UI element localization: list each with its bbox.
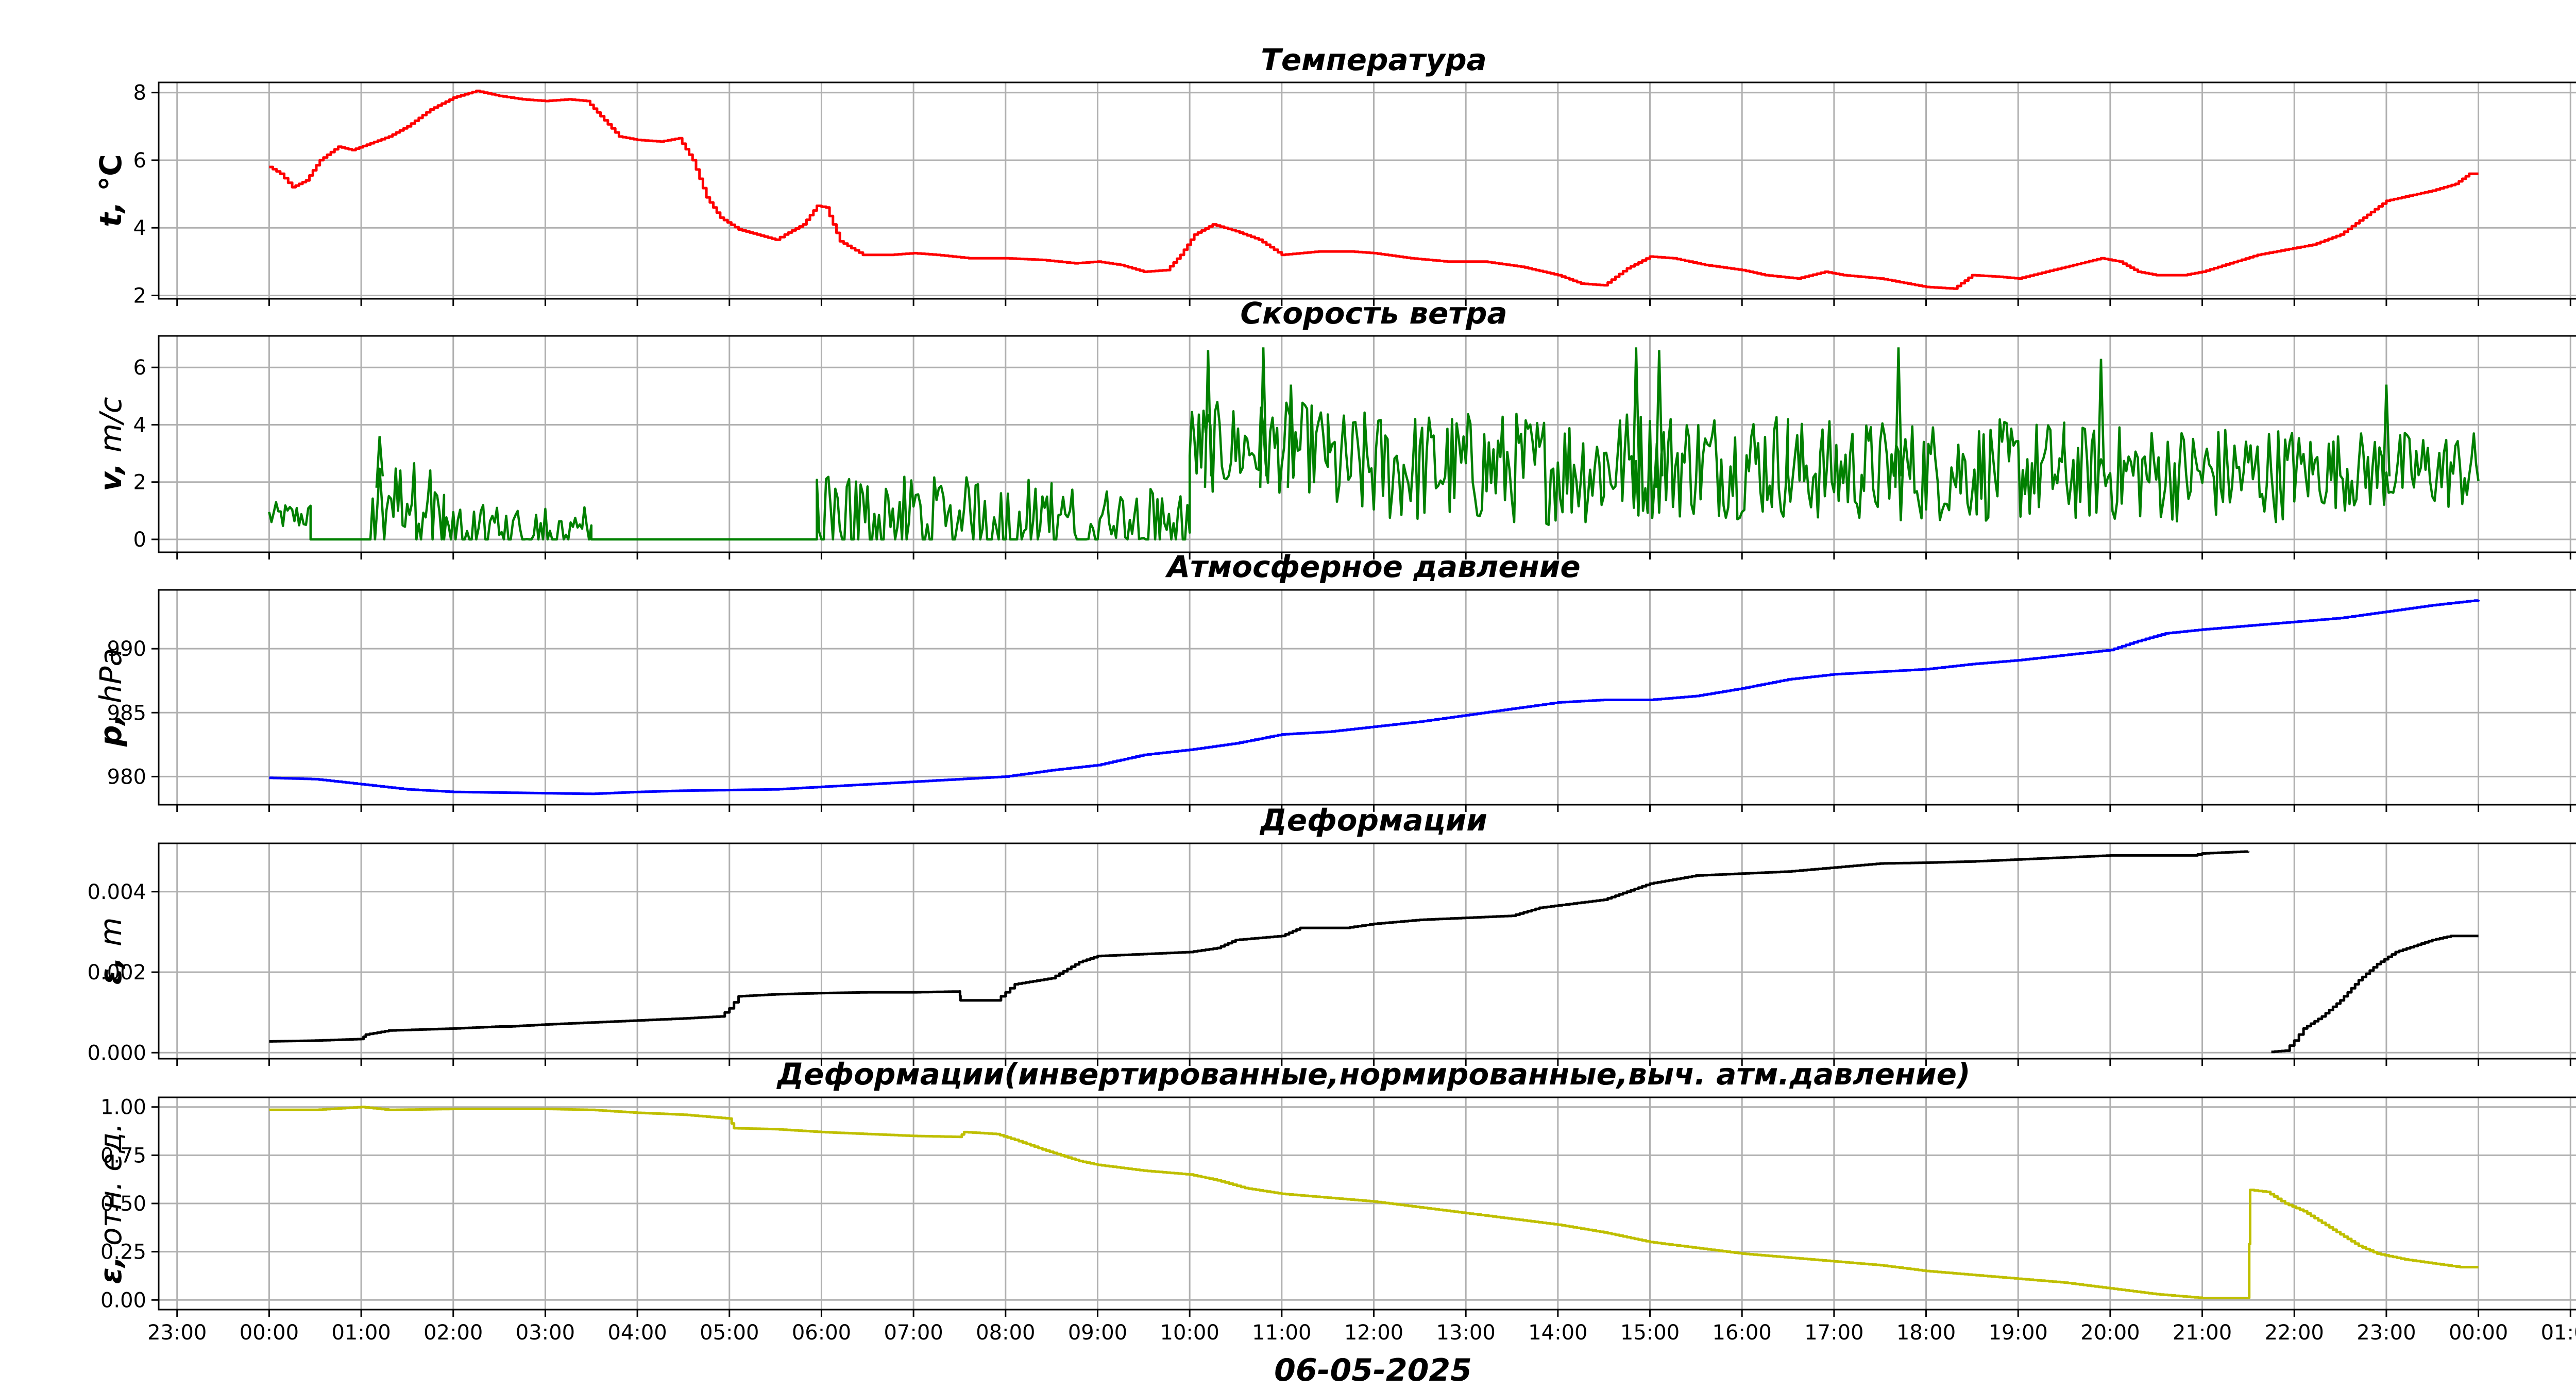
- y-tick-label: 990: [107, 637, 146, 661]
- y-tick-label: 0.50: [100, 1192, 146, 1216]
- x-tick-label: 05:00: [700, 1321, 759, 1345]
- series-line-segment-2: [2271, 935, 2479, 1054]
- x-tick-label: 22:00: [2265, 1321, 2324, 1345]
- x-tick-label: 16:00: [1713, 1321, 1772, 1345]
- x-tick-label: 11:00: [1252, 1321, 1311, 1345]
- plot-frame: [158, 81, 2576, 300]
- subplot-1: 2 4 6 8 Температура t, °C: [93, 42, 2576, 308]
- y-tick-label: 0.002: [87, 961, 146, 985]
- series-line-segment-2: [2248, 1189, 2479, 1299]
- subplot-title: Скорость ветра: [1240, 296, 1507, 331]
- subplots: 2 4 6 8 Температура t, °C 0 2 4 6 Скорость ветра v,…: [87, 42, 2576, 1345]
- wind-speed-spike: [1204, 350, 1213, 488]
- x-tick-label: 14:00: [1528, 1321, 1587, 1345]
- x-tick-label: 15:00: [1620, 1321, 1680, 1345]
- subplot-title: Температура: [1261, 42, 1486, 77]
- subplot-5: 23:00 00:00 01:00 02:00 03:00 04:00 05:00 06:00…: [93, 1057, 2576, 1345]
- y-axis-variable: v,: [93, 452, 128, 491]
- y-axis-unit: m: [93, 917, 128, 946]
- x-tick-label: 03:00: [516, 1321, 575, 1345]
- y-tick-label: 980: [107, 765, 146, 789]
- y-tick-label: 0.25: [100, 1241, 146, 1264]
- y-axis-unit: hPa: [93, 648, 128, 703]
- y-tick-label: 0: [133, 528, 146, 552]
- subplot-4: 0.000 0.002 0.004 Деформации ε, m: [87, 803, 2576, 1066]
- x-tick-label: 23:00: [2357, 1321, 2416, 1345]
- x-tick-label: 23:00: [147, 1321, 207, 1345]
- y-tick-label: 2: [133, 471, 146, 495]
- y-axis-label: t, °C: [93, 154, 128, 227]
- wind-speed-spike: [1259, 347, 1268, 488]
- x-tick-label: 10:00: [1160, 1321, 1219, 1345]
- y-tick-label: 6: [133, 356, 146, 380]
- series-line: [269, 1106, 2248, 1299]
- x-tick-label: 09:00: [1068, 1321, 1127, 1345]
- y-tick-label: 4: [133, 216, 146, 240]
- x-tick-label: 01:00: [2541, 1321, 2576, 1345]
- subplot-title: Деформации: [1259, 803, 1487, 838]
- wind-speed-spike: [2096, 359, 2106, 488]
- x-tick-label: 04:00: [607, 1321, 667, 1345]
- wind-speed-line: [268, 401, 2480, 541]
- x-tick-label: 13:00: [1436, 1321, 1496, 1345]
- wind-speed-spike: [1286, 384, 1295, 488]
- x-tick-label: 00:00: [2449, 1321, 2508, 1345]
- x-tick-label: 01:00: [331, 1321, 391, 1345]
- y-axis-variable: ε,: [93, 1246, 128, 1284]
- y-axis-label: ε, m: [93, 917, 128, 985]
- x-tick-label: 20:00: [2080, 1321, 2140, 1345]
- x-tick-label: 06:00: [792, 1321, 851, 1345]
- wind-speed-spike: [2382, 384, 2391, 488]
- y-tick-label: 0.00: [100, 1288, 146, 1312]
- series-line: [269, 850, 2250, 1043]
- plot-frame: [158, 335, 2576, 553]
- series-line: [269, 89, 2479, 290]
- y-axis-label: p, hPa: [93, 648, 128, 747]
- wind-speed-spike: [375, 436, 384, 488]
- x-tick-label: 07:00: [884, 1321, 943, 1345]
- y-tick-label: 0.000: [87, 1041, 146, 1065]
- x-tick-label: 12:00: [1344, 1321, 1403, 1345]
- y-axis-variable: p,: [93, 703, 128, 747]
- x-tick-label: 21:00: [2173, 1321, 2232, 1345]
- y-tick-label: 985: [107, 701, 146, 725]
- plot-frame: [158, 1096, 2576, 1311]
- subplot-title: Атмосферное давление: [1165, 549, 1581, 584]
- y-tick-label: 4: [133, 413, 146, 437]
- x-tick-label: 08:00: [976, 1321, 1035, 1345]
- y-tick-label: 8: [133, 81, 146, 105]
- plot-frame: [158, 589, 2576, 806]
- x-tick-label: 02:00: [423, 1321, 483, 1345]
- y-tick-label: 0.75: [100, 1144, 146, 1167]
- subplot-3: 980 985 990 Атмосферное давление p, hPa: [93, 549, 2576, 812]
- y-axis-variable: ε,: [93, 946, 128, 985]
- series-line: [269, 599, 2480, 795]
- x-tick-label: 00:00: [240, 1321, 299, 1345]
- plot-frame: [158, 842, 2576, 1060]
- y-tick-label: 6: [133, 149, 146, 173]
- y-axis-unit: отн. ед.: [93, 1123, 128, 1246]
- subplot-title: Деформации(инвертированные,нормированные…: [776, 1057, 1970, 1092]
- x-axis-label: 06-05-2025: [1274, 1352, 1472, 1388]
- wind-speed-spike: [1655, 350, 1664, 488]
- subplot-2: 0 2 4 6 Скорость ветра v, m/c: [93, 296, 2576, 559]
- y-axis-variable: t,: [93, 191, 128, 227]
- x-tick-label: 19:00: [1989, 1321, 2048, 1345]
- wind-speed-spike: [1894, 347, 1903, 488]
- y-axis-label: v, m/c: [93, 397, 128, 491]
- y-tick-label: 1.00: [100, 1096, 146, 1119]
- x-tick-label: 18:00: [1896, 1321, 1956, 1345]
- wind-speed-spike: [1632, 347, 1640, 488]
- y-tick-label: 2: [133, 284, 146, 308]
- y-axis-unit: m/c: [93, 397, 128, 452]
- y-axis-unit: °C: [93, 154, 128, 191]
- y-tick-label: 0.004: [87, 880, 146, 904]
- y-axis-label: ε, отн. ед.: [93, 1123, 128, 1284]
- x-tick-label: 17:00: [1804, 1321, 1863, 1345]
